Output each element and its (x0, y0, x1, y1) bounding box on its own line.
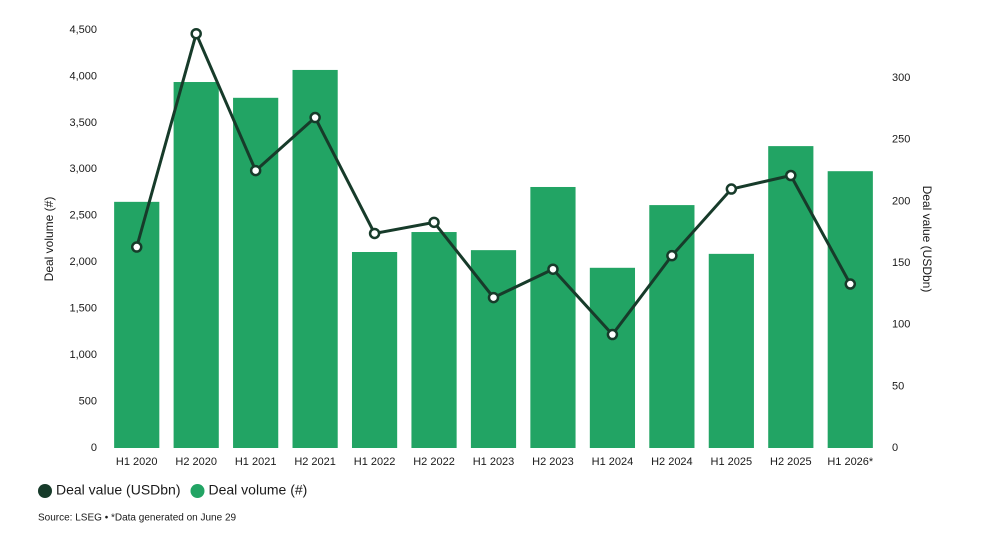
bar (649, 205, 695, 448)
y2-tick-label: 150 (892, 257, 910, 269)
y-tick-label: 0 (91, 442, 97, 454)
line-point (190, 27, 202, 40)
y2-tick-label: 250 (892, 134, 910, 146)
y-tick-label: 3,000 (69, 163, 97, 175)
bar (292, 69, 338, 448)
y-tick-label: 2,500 (69, 210, 97, 222)
bar (768, 146, 814, 448)
bar (114, 201, 160, 448)
x-tick-label: H2 2021 (294, 456, 336, 468)
line-point (725, 183, 738, 195)
y2-tick-label: 200 (892, 195, 910, 207)
source-note: Source: LSEG • *Data generated on June 2… (38, 513, 237, 524)
line-point (249, 164, 262, 177)
bar (708, 253, 754, 448)
line-point (666, 249, 678, 262)
x-tick-label: H1 2025 (711, 456, 753, 468)
x-tick-label: H2 2020 (175, 456, 217, 468)
y-tick-label: 3,500 (69, 117, 97, 129)
legend-text: Deal volume (#) (209, 482, 308, 498)
y2-tick-label: 100 (892, 319, 910, 331)
line-point (785, 169, 797, 182)
y2-tick-label: 50 (892, 380, 904, 392)
line-point (309, 111, 321, 124)
bar (411, 232, 457, 448)
y-tick-label: 4,500 (69, 24, 97, 36)
y-tick-label: 1,000 (69, 349, 97, 361)
bar (351, 252, 398, 448)
y-axis-title: Deal volume (#) (42, 197, 56, 282)
y2-axis-title: Deal value (USDbn) (920, 186, 934, 293)
line-point (606, 328, 619, 341)
bar (589, 267, 636, 448)
bar (827, 171, 873, 449)
bar (530, 186, 576, 448)
line-point (428, 216, 440, 229)
bar (233, 97, 279, 448)
line-point (487, 291, 500, 304)
legend-marker (190, 484, 205, 498)
x-tick-label: H1 2020 (116, 456, 158, 468)
line-point (130, 241, 143, 253)
bar (173, 82, 219, 449)
x-tick-label: H2 2025 (770, 456, 812, 468)
line-point (844, 278, 857, 290)
line-point (547, 263, 559, 275)
y-tick-label: 500 (79, 395, 97, 407)
bar (470, 250, 517, 448)
x-tick-label: H2 2023 (532, 456, 574, 468)
y2-tick-label: 0 (892, 442, 898, 454)
legend-marker (38, 484, 52, 498)
x-tick-label: H1 2022 (354, 456, 396, 468)
y-tick-label: 1,500 (69, 303, 97, 315)
x-tick-label: H1 2024 (592, 456, 634, 468)
y-tick-label: 4,000 (69, 70, 97, 82)
x-tick-label: H2 2024 (651, 456, 693, 468)
legend-text: Deal value (USDbn) (56, 482, 181, 498)
x-tick-label: H1 2023 (473, 456, 515, 468)
line-point (368, 227, 381, 240)
x-tick-label: H1 2021 (235, 456, 277, 468)
x-tick-label: H2 2022 (413, 456, 455, 468)
x-tick-label: H1 2026* (827, 456, 874, 468)
y2-tick-label: 300 (892, 72, 910, 84)
y-tick-label: 2,000 (69, 256, 97, 268)
